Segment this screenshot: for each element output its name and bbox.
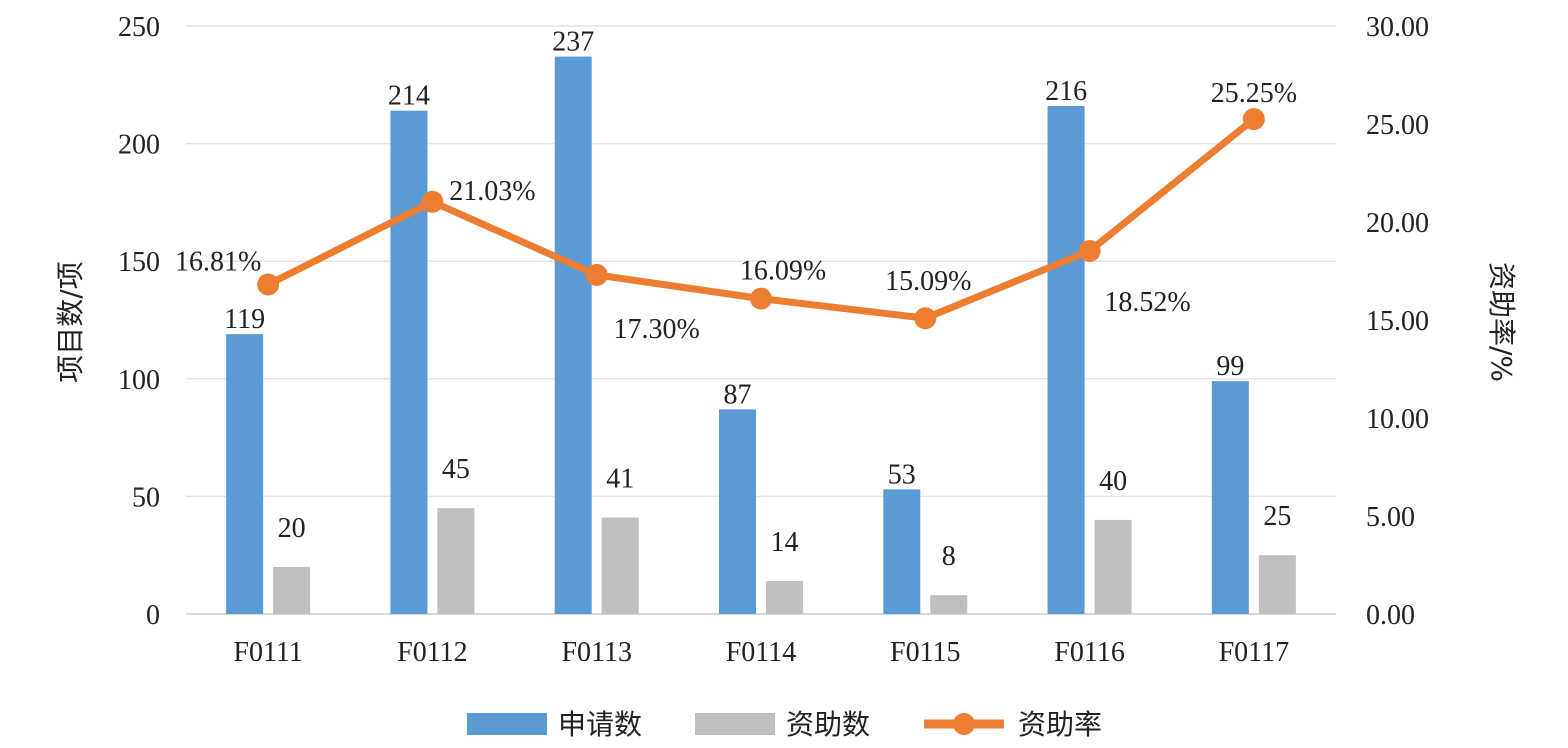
rate-label: 15.09% — [885, 266, 971, 297]
rate-line — [257, 108, 1265, 330]
legend-marker-rate — [953, 713, 975, 735]
rate-marker — [914, 307, 937, 330]
left-axis-ticks: 0 50 100 150 200 250 — [118, 12, 160, 631]
data-labels: 119 20 214 45 237 41 87 14 53 8 216 40 99 25 16.81% 21.… — [175, 27, 1297, 573]
bar-fund-label: 41 — [606, 464, 634, 495]
y-tick-label: 150 — [118, 247, 160, 278]
y2-tick-label: 0.00 — [1366, 600, 1415, 631]
category-label: F0115 — [890, 637, 961, 668]
category-axis-labels: F0111 F0112 F0113 F0114 F0115 F0116 F0117 — [233, 637, 1289, 668]
bar-apply — [719, 409, 756, 614]
bar-apply — [1047, 105, 1085, 614]
rate-marker — [257, 273, 280, 296]
y-tick-label: 200 — [118, 130, 160, 161]
bar-apply — [554, 56, 592, 615]
bar-fund-label: 25 — [1263, 501, 1291, 532]
bar-apply-label: 214 — [388, 81, 430, 112]
right-axis-title: 资助率/% — [1485, 262, 1518, 382]
legend-label-apply: 申请数 — [558, 708, 642, 741]
bar-fund-label: 20 — [278, 513, 306, 544]
rate-label: 17.30% — [614, 314, 700, 345]
bar-fund-label: 45 — [442, 454, 470, 485]
y-tick-label: 50 — [132, 482, 160, 513]
bar-fund — [930, 595, 968, 614]
bar-apply — [1211, 381, 1249, 614]
bar-apply-label: 87 — [724, 379, 752, 410]
bar-fund — [1258, 555, 1296, 614]
bar-apply — [226, 334, 264, 614]
y2-tick-label: 25.00 — [1366, 110, 1429, 141]
legend-label-rate: 资助率 — [1018, 708, 1102, 741]
y2-tick-label: 10.00 — [1366, 404, 1429, 435]
legend-label-fund: 资助数 — [786, 708, 870, 741]
bar-fund-label: 8 — [942, 541, 956, 572]
bar-apply — [390, 110, 428, 614]
rate-marker — [1078, 240, 1101, 263]
legend-swatch-fund — [695, 713, 775, 735]
rate-label: 18.52% — [1104, 287, 1190, 318]
rate-label: 16.81% — [175, 247, 261, 278]
bar-apply-label: 237 — [552, 27, 594, 58]
y2-tick-label: 20.00 — [1366, 208, 1429, 239]
rate-marker — [1242, 108, 1265, 131]
right-axis-ticks: 0.00 5.00 10.00 15.00 20.00 25.00 30.00 — [1366, 12, 1429, 631]
bar-apply-label: 53 — [888, 459, 916, 490]
bar-fund-label: 40 — [1099, 466, 1127, 497]
left-axis-title: 项目数/项 — [54, 261, 87, 382]
bar-fund — [601, 517, 639, 614]
y-tick-label: 250 — [118, 12, 160, 43]
legend: 申请数 资助数 资助率 — [467, 708, 1102, 741]
bar-apply — [883, 489, 921, 614]
y2-tick-label: 30.00 — [1366, 12, 1429, 43]
bars — [226, 56, 1296, 615]
rate-label: 25.25% — [1211, 78, 1297, 109]
bar-fund — [1094, 519, 1132, 614]
category-label: F0113 — [561, 637, 632, 668]
bar-apply-label: 99 — [1216, 351, 1244, 382]
rate-marker — [750, 287, 772, 310]
bar-apply-label: 119 — [224, 304, 265, 335]
bar-fund — [437, 508, 475, 614]
rate-label: 16.09% — [740, 256, 826, 287]
y-tick-label: 0 — [146, 600, 160, 631]
rate-marker — [585, 263, 608, 286]
category-label: F0114 — [726, 637, 797, 668]
rate-marker — [421, 190, 444, 213]
category-label: F0117 — [1219, 637, 1290, 668]
bar-apply-label: 216 — [1045, 76, 1087, 107]
y-tick-label: 100 — [118, 365, 160, 396]
legend-swatch-apply — [467, 713, 547, 735]
category-label: F0116 — [1054, 637, 1125, 668]
bar-fund — [273, 566, 311, 614]
gridlines — [186, 25, 1336, 615]
y2-tick-label: 5.00 — [1366, 502, 1415, 533]
category-label: F0111 — [233, 637, 303, 668]
bar-fund — [766, 581, 803, 614]
category-label: F0112 — [397, 637, 468, 668]
bar-fund-label: 14 — [771, 527, 799, 558]
rate-label: 21.03% — [449, 176, 535, 207]
y2-tick-label: 15.00 — [1366, 306, 1429, 337]
